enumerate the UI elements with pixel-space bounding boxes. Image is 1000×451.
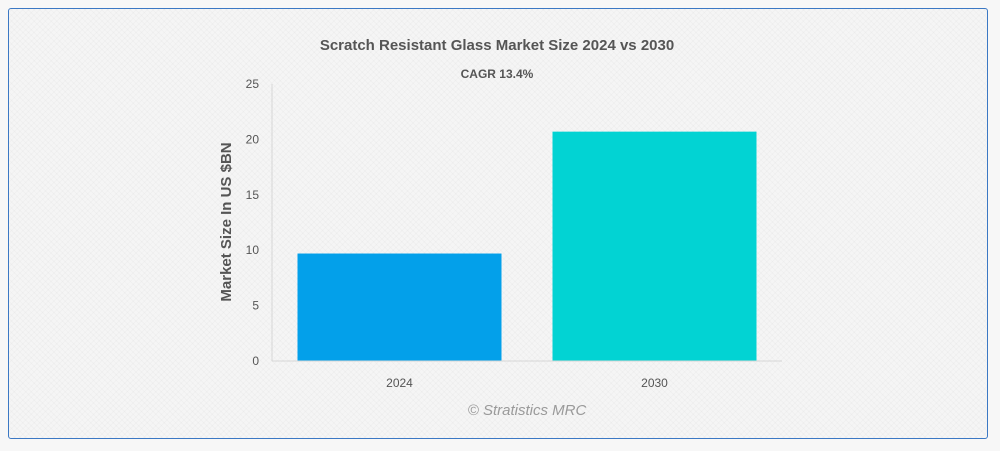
bar-2024 bbox=[297, 253, 502, 361]
chart-subtitle: CAGR 13.4% bbox=[461, 67, 534, 81]
x-tick-label: 2024 bbox=[386, 376, 413, 390]
y-tick-label: 25 bbox=[246, 77, 260, 91]
chart-frame bbox=[8, 8, 988, 439]
y-axis: 0 5 10 15 20 25 bbox=[246, 77, 273, 368]
bars bbox=[297, 131, 757, 361]
bar-2030 bbox=[552, 131, 757, 361]
x-tick-label: 2030 bbox=[641, 376, 668, 390]
y-tick-label: 20 bbox=[246, 132, 260, 146]
y-tick-label: 15 bbox=[246, 188, 260, 202]
y-axis-label: Market Size In US $BN bbox=[218, 142, 235, 301]
y-tick-label: 0 bbox=[252, 354, 259, 368]
credit-text: © Stratistics MRC bbox=[468, 402, 587, 419]
y-tick-label: 5 bbox=[252, 299, 259, 313]
x-axis: 2024 2030 bbox=[272, 360, 782, 390]
chart-title: Scratch Resistant Glass Market Size 2024… bbox=[320, 37, 674, 54]
y-tick-label: 10 bbox=[246, 243, 260, 257]
